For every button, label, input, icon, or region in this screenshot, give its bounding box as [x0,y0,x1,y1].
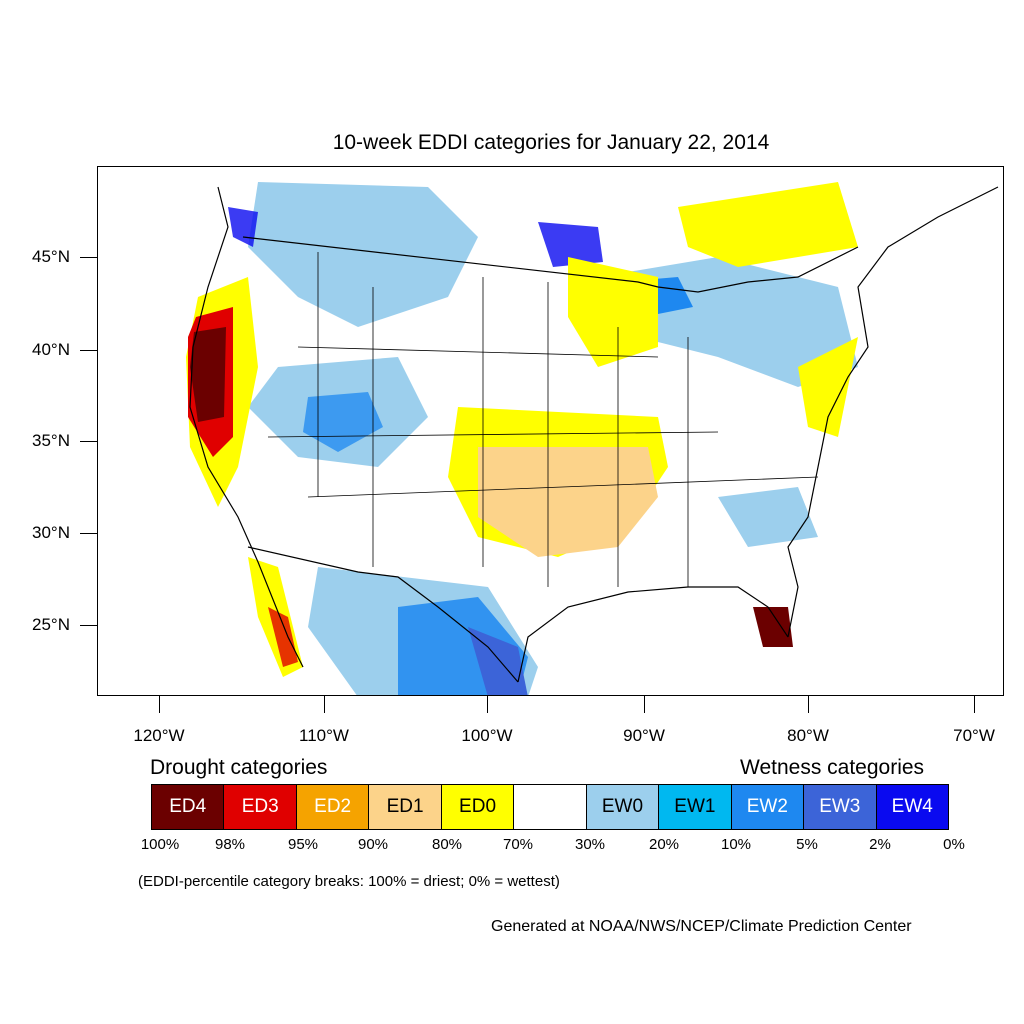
percentile-label: 98% [214,836,246,853]
percentile-label: 2% [869,836,891,853]
dry-region-midwest [568,257,658,367]
y-tick-label: 30°N [32,523,70,542]
state-line [307,476,819,498]
percentile-label: 80% [431,836,463,853]
y-tick-label: 35°N [32,431,70,450]
west-coast-line [189,186,304,668]
x-tick [324,696,325,713]
legend-neutral [514,785,587,829]
wet-region-mountain-west-core [303,392,383,452]
us-canada-border [242,236,859,293]
dry-region-northeast-canada [678,182,858,267]
percentile-label: 100% [140,836,180,853]
x-tick-label: 120°W [133,726,185,745]
x-tick-label: 110°W [299,726,349,745]
percentile-label: 70% [502,836,534,853]
dry-region-east-coast [798,337,858,437]
x-tick-label: 90°W [623,726,665,745]
legend-ed4: ED4 [152,785,225,829]
legend-ed0: ED0 [441,785,515,829]
gulf-coast-line [517,586,789,683]
eddi-map [97,166,1004,696]
y-tick [80,257,97,258]
percentile-label: 95% [287,836,319,853]
legend-ew4: EW4 [876,785,948,829]
y-tick [80,533,97,534]
legend-ed1: ED1 [369,785,442,829]
dry-region-california-extreme [190,327,226,422]
dry-region-baja-core [268,607,298,667]
x-tick [487,696,488,713]
us-mexico-border [247,546,519,683]
wet-regions [228,182,858,695]
credit-line: Generated at NOAA/NWS/NCEP/Climate Predi… [491,918,912,935]
percentile-label: 10% [720,836,752,853]
map-canvas [186,182,999,695]
y-tick [80,441,97,442]
dry-region-southern-plains-core [478,447,658,557]
wetness-heading: Wetness categories [740,756,925,779]
percentile-label: 5% [796,836,818,853]
drought-heading: Drought categories [150,756,328,779]
x-tick [159,696,160,713]
y-tick [80,350,97,351]
legend-ed3: ED3 [224,785,297,829]
x-tick [808,696,809,713]
state-line [297,346,659,358]
legend-ew2: EW2 [731,785,805,829]
category-legend: ED4 ED3 ED2 ED1 ED0 EW0 EW1 EW2 EW3 EW4 [151,784,949,830]
percentile-label: 0% [943,836,965,853]
percentile-label: 20% [648,836,680,853]
legend-ew0: EW0 [586,785,660,829]
x-tick-label: 80°W [787,726,829,745]
percentile-label: 30% [574,836,606,853]
y-tick [80,625,97,626]
state-lines [267,252,819,587]
y-tick-label: 40°N [32,340,70,359]
dry-regions [186,182,858,677]
legend-ed2: ED2 [296,785,370,829]
percentile-label: 90% [357,836,389,853]
wet-region-northwest [248,182,478,327]
dry-region-florida [753,607,793,647]
east-coast-line [787,186,999,638]
y-tick-label: 25°N [32,615,70,634]
legend-ew1: EW1 [659,785,732,829]
x-tick-label: 70°W [953,726,995,745]
state-line [267,431,719,438]
x-tick-label: 100°W [461,726,513,745]
wet-region-ontario [538,222,603,267]
wet-region-northwest-coast [228,207,258,247]
x-tick [644,696,645,713]
legend-ew3: EW3 [804,785,877,829]
boundaries [189,186,999,683]
category-breaks-note: (EDDI-percentile category breaks: 100% =… [138,873,560,890]
y-tick-label: 45°N [32,247,70,266]
x-tick [974,696,975,713]
map-title: 10-week EDDI categories for January 22, … [332,131,770,154]
wet-region-southeast [718,487,818,547]
wet-region-texas-coast [468,627,528,695]
